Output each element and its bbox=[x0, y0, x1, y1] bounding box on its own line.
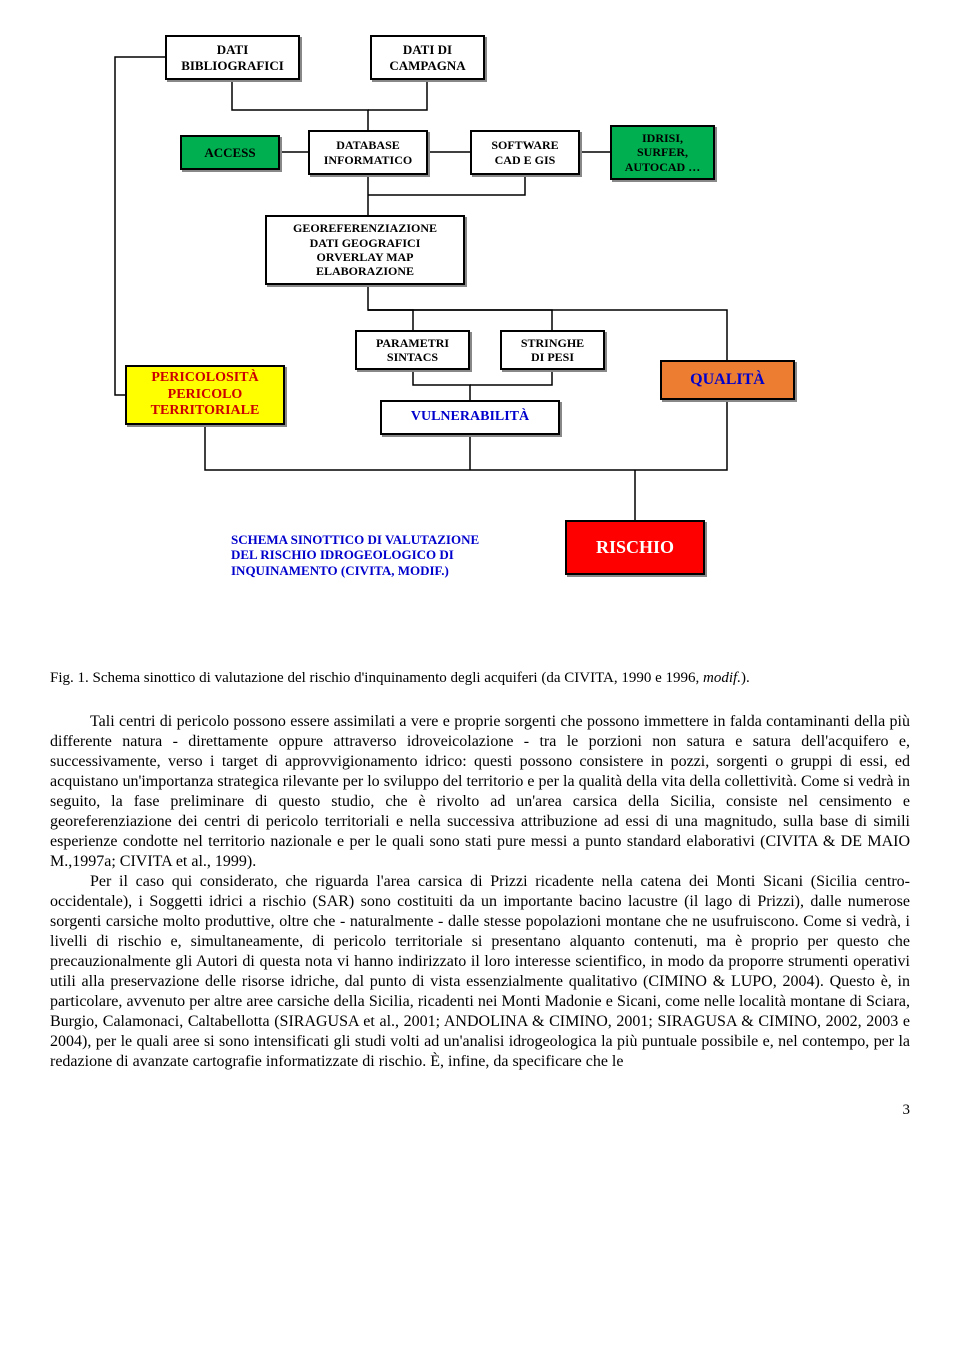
figure-caption: Fig. 1. Schema sinottico di valutazione … bbox=[50, 670, 910, 687]
node-n10: PERICOLOSITÀPERICOLOTERRITORIALE bbox=[125, 365, 285, 425]
node-n9: STRINGHEDI PESI bbox=[500, 330, 605, 370]
node-n6: IDRISI,SURFER,AUTOCAD … bbox=[610, 125, 715, 180]
caption-suffix: ). bbox=[741, 670, 750, 686]
caption-prefix: Fig. 1. Schema sinottico di valutazione … bbox=[50, 670, 703, 686]
node-n14: RISCHIO bbox=[565, 520, 705, 575]
node-n1: DATIBIBLIOGRAFICI bbox=[165, 35, 300, 80]
paragraph-1: Tali centri di pericolo possono essere a… bbox=[50, 712, 910, 872]
node-n3: ACCESS bbox=[180, 135, 280, 170]
node-n8: PARAMETRISINTACS bbox=[355, 330, 470, 370]
node-n11: VULNERABILITÀ bbox=[380, 400, 560, 435]
node-n2: DATI DICAMPAGNA bbox=[370, 35, 485, 80]
caption-italic: modif. bbox=[703, 670, 741, 686]
node-n4: DATABASEINFORMATICO bbox=[308, 130, 428, 175]
node-n5: SOFTWARECAD E GIS bbox=[470, 130, 580, 175]
page-number: 3 bbox=[50, 1102, 910, 1119]
node-n12: QUALITÀ bbox=[660, 360, 795, 400]
body-text: Tali centri di pericolo possono essere a… bbox=[50, 712, 910, 1072]
node-n13: SCHEMA SINOTTICO DI VALUTAZIONEDEL RISCH… bbox=[225, 525, 530, 585]
node-n7: GEOREFERENZIAZIONEDATI GEOGRAFICIORVERLA… bbox=[265, 215, 465, 285]
paragraph-2: Per il caso qui considerato, che riguard… bbox=[50, 872, 910, 1072]
risk-diagram: DATIBIBLIOGRAFICI DATI DICAMPAGNA ACCESS DA… bbox=[70, 30, 890, 650]
